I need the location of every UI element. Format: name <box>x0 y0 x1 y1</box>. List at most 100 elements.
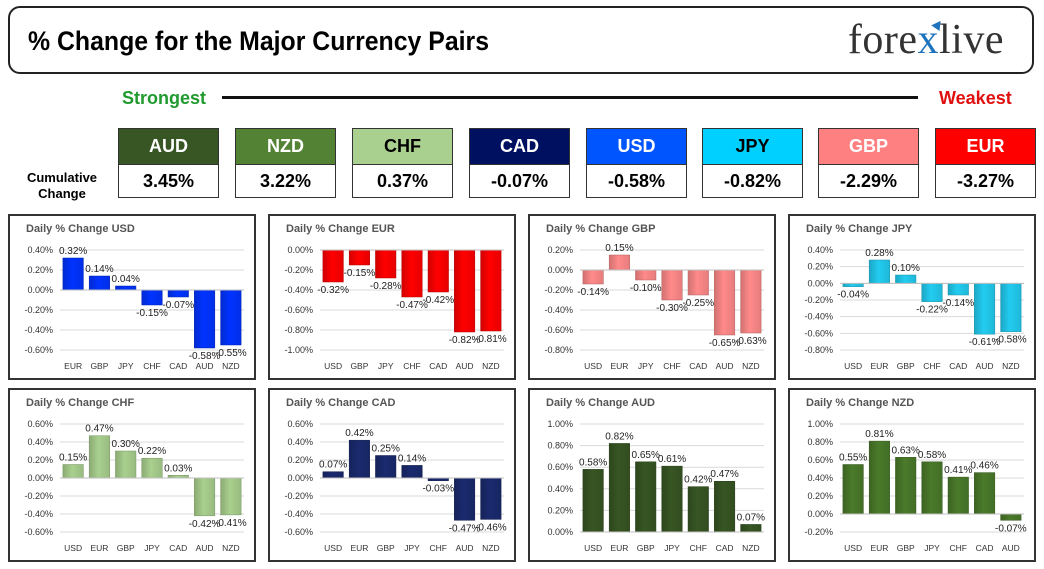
chart-panel-jpy: Daily % Change JPY 0.40% 0.20% 0.00% -0.20% -… <box>788 214 1036 380</box>
chart-title: Daily % Change GBP <box>546 223 655 235</box>
y-tick-label: 0.20% <box>547 505 573 515</box>
bar-jpy <box>141 457 163 479</box>
data-label: -0.07% <box>162 300 194 311</box>
x-tick-label: GBP <box>350 361 368 371</box>
x-tick-label: USD <box>844 543 862 553</box>
chart-aud: Daily % Change AUD 1.00% 0.80% 0.60% 0.40% 0.… <box>546 397 765 553</box>
bar-chf <box>141 289 163 306</box>
data-label: -0.07% <box>995 523 1027 534</box>
chart-panel-eur: Daily % Change EUR 0.00% -0.20% -0.40% -0.60… <box>268 214 516 380</box>
y-tick-label: -0.60% <box>544 325 573 335</box>
data-label: 0.42% <box>345 428 373 439</box>
bar-usd <box>62 464 84 479</box>
bar-jpy <box>375 249 397 279</box>
title-box: % Change for the Major Currency Pairs fo… <box>8 6 1034 74</box>
data-label: 0.58% <box>918 450 946 461</box>
y-tick-label: -0.60% <box>284 305 313 315</box>
bar-nzd <box>480 249 502 332</box>
data-label: -0.15% <box>344 268 376 279</box>
bar-gbp <box>375 455 397 479</box>
y-tick-label: -0.20% <box>804 527 833 537</box>
data-label: 0.42% <box>684 475 712 486</box>
y-tick-label: 0.40% <box>27 437 53 447</box>
chart-panel-aud: Daily % Change AUD 1.00% 0.80% 0.60% 0.40% 0.… <box>528 388 776 562</box>
bar-gbp <box>895 457 917 515</box>
data-label: 0.25% <box>372 444 400 455</box>
bar-nzd <box>740 269 762 334</box>
bar-nzd <box>740 524 762 533</box>
x-tick-label: GBP <box>90 361 108 371</box>
currency-box-gbp: GBP -2.29% <box>818 128 919 198</box>
x-tick-label: NZD <box>742 543 759 553</box>
x-tick-label: NZD <box>1002 361 1019 371</box>
x-tick-label: JPY <box>404 543 420 553</box>
strongest-label: Strongest <box>122 88 207 108</box>
x-tick-label: AUD <box>196 361 214 371</box>
y-tick-label: -0.80% <box>284 325 313 335</box>
bar-usd <box>322 471 344 479</box>
chart-title: Daily % Change AUD <box>546 397 655 409</box>
cumulative-change-value: -0.82% <box>702 165 803 198</box>
x-tick-label: CAD <box>689 361 707 371</box>
data-label: 0.65% <box>632 450 660 461</box>
y-tick-label: -0.40% <box>544 305 573 315</box>
chart-title: Daily % Change CHF <box>26 397 134 409</box>
data-label: -0.55% <box>215 348 247 359</box>
chart-nzd: Daily % Change NZD 1.00% 0.80% 0.60% 0.40% 0.… <box>804 397 1027 553</box>
x-tick-label: GBP <box>377 543 395 553</box>
y-tick-label: -0.20% <box>544 285 573 295</box>
data-label: -0.58% <box>995 335 1027 346</box>
x-tick-label: AUD <box>976 361 994 371</box>
y-tick-label: -0.60% <box>24 527 53 537</box>
y-tick-label: -0.40% <box>24 509 53 519</box>
data-label: 0.15% <box>605 243 633 254</box>
bar-nzd <box>480 477 502 520</box>
x-tick-label: EUR <box>610 543 628 553</box>
bar-chf <box>921 283 943 302</box>
bar-eur <box>868 259 890 284</box>
data-label: -0.14% <box>942 298 974 309</box>
bar-gbp <box>895 274 917 284</box>
data-label: 0.82% <box>605 431 633 442</box>
bar-eur <box>348 439 370 479</box>
bar-eur <box>608 254 630 271</box>
y-tick-label: 0.40% <box>547 484 573 494</box>
data-label: -0.47% <box>396 300 428 311</box>
y-tick-label: 0.20% <box>27 265 53 275</box>
y-tick-label: -0.20% <box>284 491 313 501</box>
data-label: -0.82% <box>449 335 481 346</box>
data-label: -0.15% <box>136 308 168 319</box>
logo-text-pre: fore <box>847 17 918 63</box>
data-label: -0.32% <box>317 285 349 296</box>
currency-box-nzd: NZD 3.22% <box>235 128 336 198</box>
chart-panel-gbp: Daily % Change GBP 0.20% 0.00% -0.20% -0.40%… <box>528 214 776 380</box>
bar-aud <box>454 477 476 521</box>
x-tick-label: JPY <box>924 543 940 553</box>
chart-title: Daily % Change NZD <box>806 397 914 409</box>
y-tick-label: 0.00% <box>547 265 573 275</box>
x-tick-label: CHF <box>690 543 707 553</box>
data-label: -0.81% <box>475 334 507 345</box>
x-tick-label: NZD <box>222 361 239 371</box>
data-label: -0.04% <box>837 290 869 301</box>
bar-aud <box>454 249 476 333</box>
data-label: -0.22% <box>916 305 948 316</box>
weakest-label: Weakest <box>939 88 1012 108</box>
bar-cad <box>687 269 709 296</box>
y-tick-label: 0.20% <box>27 455 53 465</box>
data-label: 0.63% <box>892 445 920 456</box>
data-label: -0.25% <box>682 298 714 309</box>
currency-code: NZD <box>235 128 336 165</box>
bar-usd <box>842 464 864 515</box>
data-label: -0.61% <box>969 337 1001 348</box>
data-label: 0.04% <box>112 274 140 285</box>
cumulative-label-line2: Change <box>38 186 86 201</box>
y-tick-label: 0.00% <box>807 278 833 288</box>
data-label: 0.47% <box>710 469 738 480</box>
bar-usd <box>582 469 604 533</box>
x-tick-label: CAD <box>976 543 994 553</box>
x-tick-label: AUD <box>716 361 734 371</box>
y-tick-label: 0.40% <box>807 245 833 255</box>
y-tick-label: 0.80% <box>547 441 573 451</box>
y-tick-label: 0.40% <box>287 437 313 447</box>
